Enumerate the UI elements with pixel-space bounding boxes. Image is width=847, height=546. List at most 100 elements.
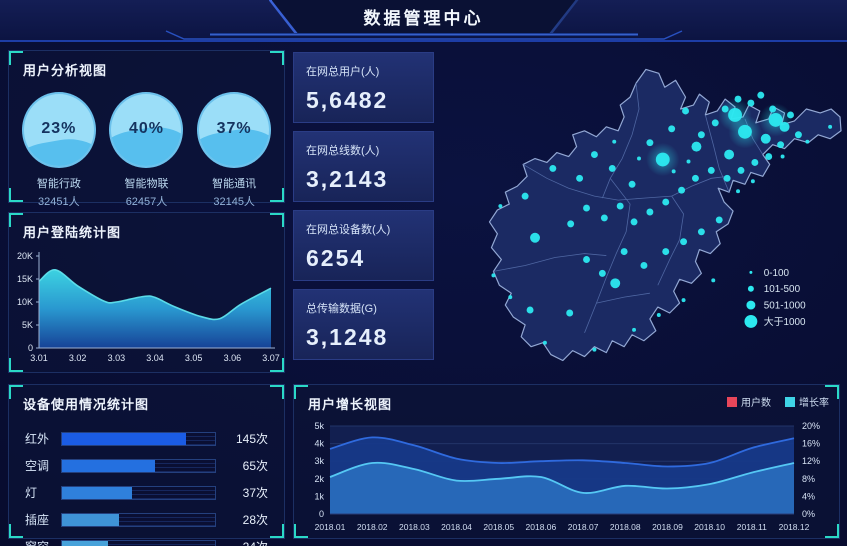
svg-text:3.06: 3.06 [224,353,242,363]
device-bar-list: 红外 145次 空调 65次 灯 37次 插座 28次 窗帘 [9,418,284,546]
region-bubble-map[interactable]: 0-100 101-500 501-1000 大于1000 [436,46,842,376]
device-label: 窗帘 [25,538,61,546]
svg-text:2018.12: 2018.12 [779,522,810,532]
page-title-banner-inner: 数据管理中心 [272,0,576,33]
liquid-circle-item[interactable]: 23% 智能行政 32451人 [16,92,102,209]
device-row[interactable]: 灯 37次 [25,484,268,501]
stat-card-total-users: 在网总用户(人) 5,6482 [293,52,434,123]
liquid-gauge: 37% [197,92,272,168]
legend-label: 增长率 [799,398,829,409]
panel-user-growth: 用户增长视图 用户数 增长率 0 1k 2k 3k 4k 5k 0% 4% 8% 12% 16% 20… [293,384,840,539]
legend-label: 用户数 [741,398,771,409]
login-area-chart[interactable]: 0 5K 10K 15K 20K 3.01 3.02 3.03 3.04 3.05 3.06 3.07 [9,246,284,376]
device-label: 灯 [25,486,38,500]
device-bar-fill [62,513,119,526]
panel-growth-title: 用户增长视图 [308,397,393,412]
svg-text:2k: 2k [314,474,324,484]
page-title: 数据管理中心 [363,9,484,28]
device-row[interactable]: 红外 145次 [25,430,268,447]
stat-label: 在网总线数(人) [306,145,380,157]
device-value: 24次 [226,538,268,546]
svg-text:0-100: 0-100 [764,268,790,279]
stat-value: 5,6482 [306,87,389,113]
device-row[interactable]: 窗帘 24次 [25,538,268,546]
device-value: 145次 [235,432,268,446]
device-bar-track [61,458,216,473]
device-row[interactable]: 空调 65次 [25,457,268,474]
device-label: 插座 [25,513,50,527]
stat-card-total-data: 总传输数据(G) 3,1248 [293,289,434,360]
legend-swatch-growth-rate [785,397,795,407]
circle-label: 智能通讯 [212,178,257,190]
svg-text:大于1000: 大于1000 [764,315,806,328]
panel-login-statistics: 用户登陆统计图 0 5K 10K 15K 20K 3.01 3.02 3.03 3.04 3.05… [8,212,285,373]
growth-legend: 用户数 增长率 [713,394,829,409]
liquid-circle-item[interactable]: 37% 智能通讯 32145人 [191,92,277,209]
panel-user-analysis-title: 用户分析视图 [23,63,108,78]
svg-text:12%: 12% [802,456,820,466]
svg-text:5k: 5k [314,421,324,431]
device-bar-fill [62,459,156,472]
percent-value: 40% [128,120,164,138]
svg-text:0: 0 [28,343,33,353]
svg-text:101-500: 101-500 [764,284,801,295]
svg-text:4k: 4k [314,439,324,449]
svg-text:2018.09: 2018.09 [652,522,683,532]
svg-text:501-1000: 501-1000 [764,301,806,312]
device-row[interactable]: 插座 28次 [25,511,268,528]
svg-text:2018.01: 2018.01 [315,522,346,532]
liquid-gauge: 40% [109,92,184,168]
province-inner-borders [493,83,764,333]
map-legend[interactable]: 0-100 101-500 501-1000 大于1000 [744,268,806,328]
stat-value: 6254 [306,245,366,271]
legend-item-growth-rate[interactable]: 增长率 [785,394,829,409]
device-value: 28次 [242,513,268,527]
circle-label: 智能行政 [36,178,81,190]
svg-text:2018.04: 2018.04 [441,522,472,532]
device-bar-track [61,485,216,500]
device-bar-track [61,431,216,446]
stat-value: 3,2143 [306,166,389,192]
panel-login-title: 用户登陆统计图 [23,225,122,240]
page-title-banner: 数据管理中心 [269,0,579,36]
percent-value: 37% [216,120,252,138]
svg-text:3.04: 3.04 [146,353,164,363]
svg-text:2018.08: 2018.08 [610,522,641,532]
stat-value: 3,1248 [306,324,389,350]
circle-label: 智能物联 [124,178,169,190]
device-bar-fill [62,432,186,445]
liquid-circle-item[interactable]: 40% 智能物联 62457人 [103,92,189,209]
percent-value: 23% [41,120,77,138]
svg-text:2018.10: 2018.10 [694,522,725,532]
map-svg[interactable]: 0-100 101-500 501-1000 大于1000 [436,46,842,376]
stat-card-column: 在网总用户(人) 5,6482 在网总线数(人) 3,2143 在网总设备数(人… [293,52,434,368]
stat-card-total-lines: 在网总线数(人) 3,2143 [293,131,434,202]
svg-text:3.05: 3.05 [185,353,203,363]
device-bar-track [61,539,216,546]
circle-count: 62457人 [125,196,168,208]
svg-text:3.07: 3.07 [262,353,280,363]
liquid-circle-group: 23% 智能行政 32451人 40% 智能物联 62457人 37% 智能通讯… [9,84,284,209]
panel-device-title: 设备使用情况统计图 [23,397,150,412]
device-bar-track [61,512,216,527]
legend-item-users[interactable]: 用户数 [727,394,771,409]
svg-text:8%: 8% [802,474,815,484]
device-value: 37次 [242,486,268,500]
growth-area-chart[interactable]: 0 1k 2k 3k 4k 5k 0% 4% 8% 12% 16% 20% 2018.01 2018.02… [294,418,839,544]
svg-text:0%: 0% [802,509,815,519]
svg-text:0: 0 [319,509,324,519]
svg-text:2018.07: 2018.07 [568,522,599,532]
svg-text:2018.02: 2018.02 [357,522,388,532]
svg-text:3.01: 3.01 [30,353,48,363]
svg-text:20%: 20% [802,421,820,431]
svg-text:2018.11: 2018.11 [737,522,767,532]
svg-text:16%: 16% [802,439,820,449]
panel-device-usage: 设备使用情况统计图 红外 145次 空调 65次 灯 37次 插座 28次 [8,384,285,546]
liquid-gauge: 23% [21,92,96,168]
device-value: 65次 [242,459,268,473]
svg-text:20K: 20K [17,251,33,261]
header-underline-decoration [165,30,682,40]
svg-text:1k: 1k [314,491,324,501]
stat-label: 在网总用户(人) [306,66,380,78]
